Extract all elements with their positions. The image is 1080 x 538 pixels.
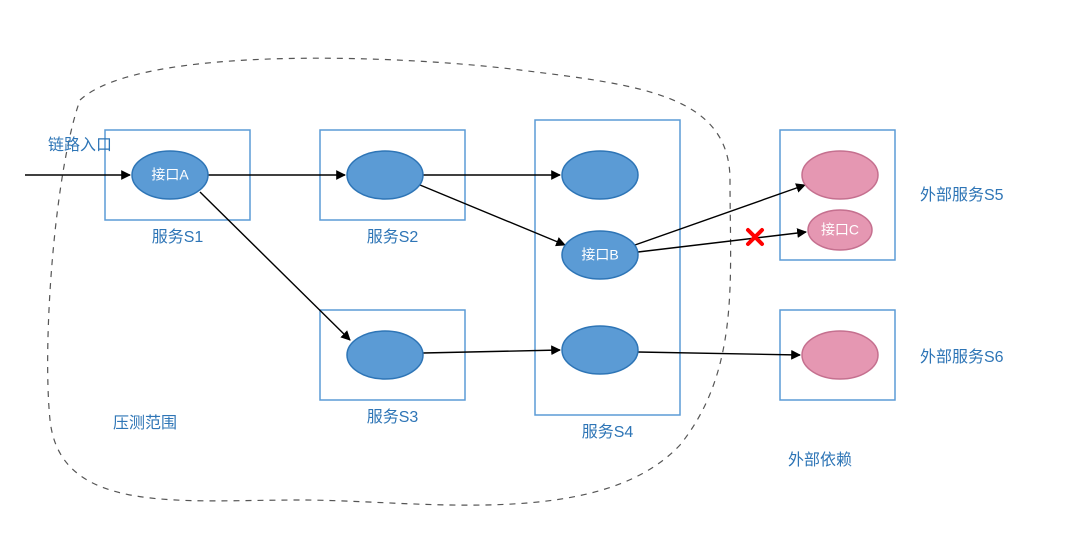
box-label-s4: 服务S4 (582, 423, 634, 441)
box-label-s3: 服务S3 (367, 408, 419, 426)
ext-s6-label: 外部服务S6 (920, 348, 1004, 366)
node-label-C: 接口C (821, 222, 859, 238)
box-label-s2: 服务S2 (367, 228, 419, 246)
node-s4a (562, 151, 638, 199)
service-boxes: 服务S1 服务S2 服务S3 服务S4 (105, 120, 895, 441)
scope-label: 压测范围 (113, 414, 177, 432)
entry-label: 链路入口 (48, 136, 112, 154)
node-e6 (802, 331, 878, 379)
node-label-B: 接口B (581, 247, 618, 263)
external-dep-label: 外部依赖 (788, 451, 852, 469)
box-label-s1: 服务S1 (152, 228, 204, 246)
node-s4c (562, 326, 638, 374)
node-e5a (802, 151, 878, 199)
ext-s5-label: 外部服务S5 (920, 186, 1004, 204)
node-s2n (347, 151, 423, 199)
diagram-canvas: 服务S1 服务S2 服务S3 服务S4 接口A 接口B 接口C 链路入口 压测范围 外部依… (0, 0, 1080, 538)
node-s3n (347, 331, 423, 379)
node-label-A: 接口A (151, 167, 189, 183)
